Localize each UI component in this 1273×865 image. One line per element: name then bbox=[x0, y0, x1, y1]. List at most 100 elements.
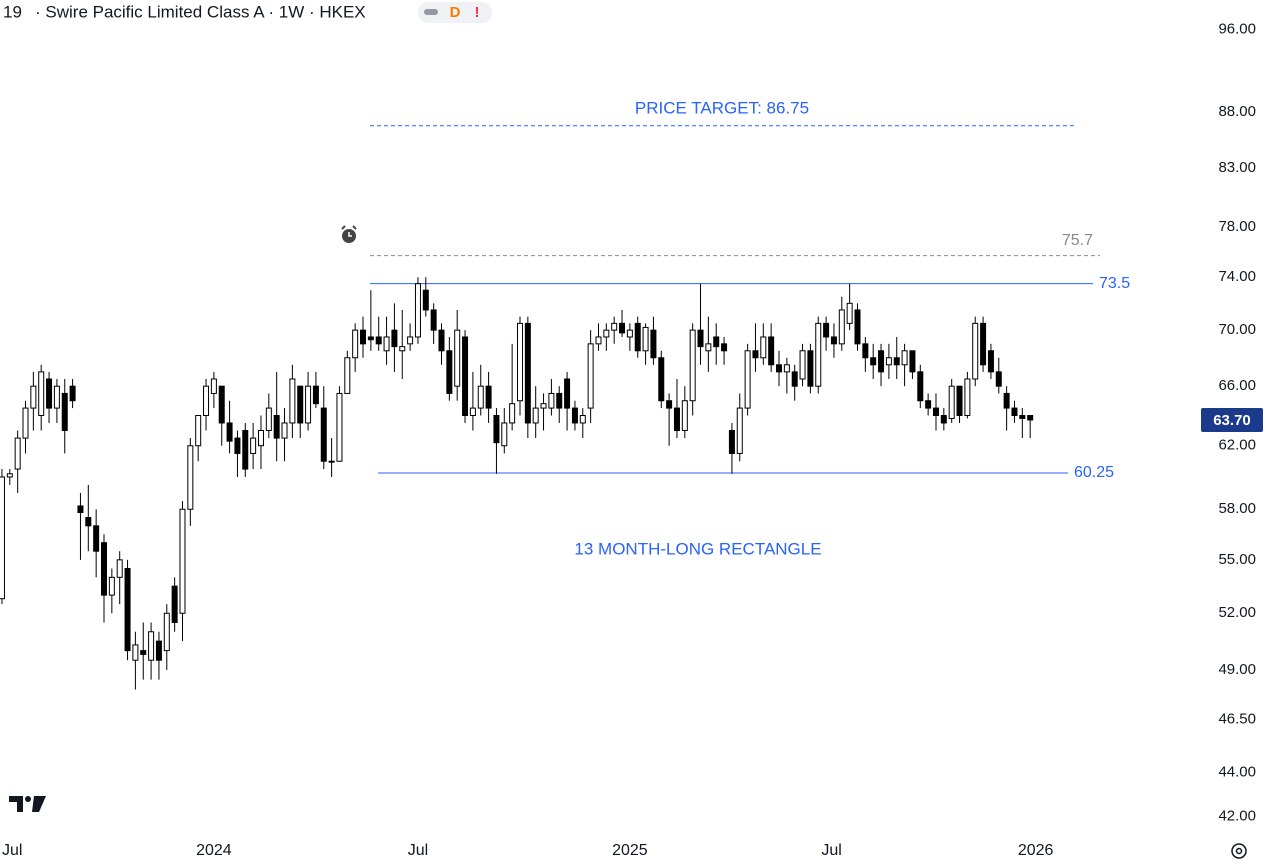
candle bbox=[909, 350, 916, 379]
y-tick-label: 49.00 bbox=[1218, 661, 1256, 678]
candle bbox=[838, 296, 845, 351]
candle bbox=[108, 568, 115, 614]
candle bbox=[721, 336, 728, 365]
candle-body bbox=[815, 322, 822, 387]
candle bbox=[980, 316, 987, 372]
candle bbox=[140, 622, 147, 680]
candle-body bbox=[940, 414, 947, 424]
level-label: 73.5 bbox=[1099, 275, 1130, 292]
candle-body bbox=[838, 309, 845, 345]
candle-body bbox=[383, 336, 390, 352]
candle bbox=[634, 316, 641, 358]
y-tick-label: 44.00 bbox=[1218, 763, 1256, 780]
candle bbox=[179, 501, 186, 642]
candle bbox=[1011, 400, 1018, 423]
warning-badge[interactable]: ! bbox=[475, 4, 480, 21]
candle bbox=[587, 330, 594, 423]
candle-body bbox=[375, 336, 382, 345]
candle-body bbox=[626, 329, 633, 338]
y-tick-label: 46.50 bbox=[1218, 711, 1256, 728]
candle-body bbox=[148, 631, 155, 661]
candle-body bbox=[768, 336, 775, 366]
candle bbox=[579, 408, 586, 439]
y-tick-label: 55.00 bbox=[1218, 551, 1256, 568]
candle-body bbox=[611, 322, 618, 331]
candle-body bbox=[226, 422, 233, 442]
candle-body bbox=[948, 385, 955, 419]
candle bbox=[195, 414, 202, 462]
candle-body bbox=[830, 336, 837, 345]
candle-body bbox=[744, 350, 751, 409]
x-tick-label: 2025 bbox=[612, 842, 648, 859]
candle-body bbox=[414, 283, 421, 338]
pattern-label: 13 MONTH-LONG RECTANGLE bbox=[574, 539, 821, 558]
candle bbox=[22, 400, 29, 454]
candle bbox=[77, 492, 84, 560]
x-tick-label: 2024 bbox=[196, 842, 232, 859]
candle bbox=[250, 422, 257, 470]
candle bbox=[462, 330, 469, 423]
candle-body bbox=[681, 400, 688, 431]
candle-body bbox=[179, 508, 186, 614]
candle-body bbox=[14, 437, 21, 470]
candle bbox=[210, 371, 217, 409]
candle-body bbox=[391, 329, 398, 348]
candle-body bbox=[1019, 414, 1026, 419]
candle-body bbox=[234, 437, 241, 454]
candle bbox=[30, 371, 37, 431]
candle-body bbox=[595, 336, 602, 345]
y-tick-label: 52.00 bbox=[1218, 604, 1256, 621]
candle-body bbox=[571, 407, 578, 424]
candle-body bbox=[328, 460, 335, 463]
candle-body bbox=[281, 422, 288, 439]
candle bbox=[367, 290, 374, 351]
settings-icon[interactable] bbox=[1231, 843, 1247, 859]
candle bbox=[171, 577, 178, 632]
candle-body bbox=[579, 414, 586, 424]
candle-body bbox=[218, 385, 225, 424]
candle-body bbox=[878, 350, 885, 373]
candle bbox=[328, 438, 335, 477]
candle bbox=[932, 393, 939, 431]
candle bbox=[312, 371, 319, 409]
candle bbox=[493, 408, 500, 474]
candle bbox=[399, 309, 406, 379]
candle-body bbox=[100, 542, 107, 596]
candle-body bbox=[956, 385, 963, 416]
candle bbox=[485, 371, 492, 423]
candle bbox=[752, 323, 759, 372]
candle bbox=[218, 385, 225, 446]
candle bbox=[155, 631, 162, 680]
candle bbox=[430, 303, 437, 344]
candle bbox=[305, 371, 312, 431]
candle-body bbox=[987, 350, 994, 373]
candle bbox=[242, 422, 249, 477]
candle-body bbox=[61, 392, 68, 431]
candle-body bbox=[454, 329, 461, 387]
candle-body bbox=[846, 302, 853, 324]
candle bbox=[854, 303, 861, 351]
candle bbox=[148, 622, 155, 680]
delay-badge[interactable]: D bbox=[450, 4, 461, 21]
candle bbox=[925, 393, 932, 416]
candle-body bbox=[901, 350, 908, 366]
candle bbox=[564, 371, 571, 431]
candle-body bbox=[6, 473, 13, 478]
candle-body bbox=[399, 346, 406, 352]
candle-body bbox=[932, 407, 939, 416]
candle-body bbox=[367, 336, 374, 341]
y-tick-label: 74.00 bbox=[1218, 268, 1256, 285]
candle bbox=[61, 378, 68, 454]
candle-body bbox=[964, 378, 971, 416]
candle-body bbox=[116, 559, 123, 578]
candle-body bbox=[485, 385, 492, 409]
candle bbox=[791, 364, 798, 401]
status-pill bbox=[418, 2, 492, 23]
candle bbox=[972, 316, 979, 387]
candle-body bbox=[619, 322, 626, 334]
candle bbox=[187, 438, 194, 526]
candle-body bbox=[273, 414, 280, 439]
candle bbox=[815, 316, 822, 394]
candle bbox=[344, 350, 351, 394]
candle-body bbox=[108, 576, 115, 596]
